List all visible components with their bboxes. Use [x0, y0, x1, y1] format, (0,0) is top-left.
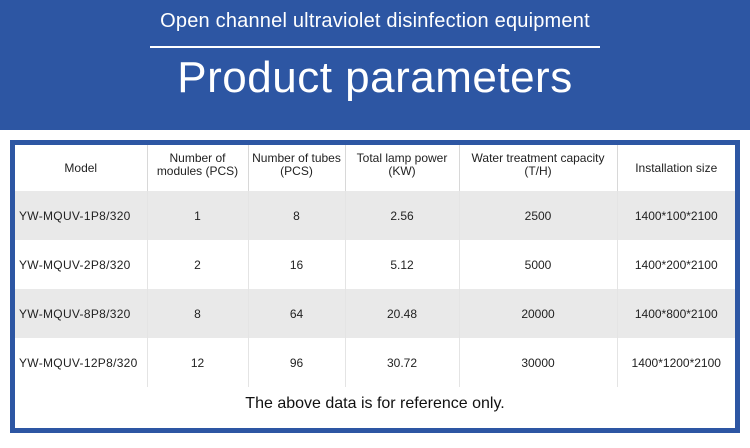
cell-capacity: 5000	[458, 240, 617, 289]
column-header-installation-size: Installation size	[616, 145, 735, 191]
cell-capacity: 20000	[458, 289, 617, 338]
cell-lamp-power: 20.48	[344, 289, 459, 338]
cell-installation-size: 1400*100*2100	[616, 191, 735, 240]
table-row: YW-MQUV-2P8/320 2 16 5.12 5000 1400*200*…	[15, 240, 735, 289]
cell-model: YW-MQUV-1P8/320	[15, 191, 147, 240]
cell-tubes: 64	[247, 289, 345, 338]
header-divider	[150, 46, 600, 48]
reference-note: The above data is for reference only.	[245, 395, 505, 412]
cell-model: YW-MQUV-2P8/320	[19, 257, 131, 272]
header-banner: Open channel ultraviolet disinfection eq…	[0, 0, 750, 130]
cell-tubes: 16	[247, 240, 345, 289]
cell-capacity: 30000	[458, 338, 617, 387]
parameters-panel: Model Number of modules (PCS) Number of …	[10, 140, 740, 433]
cell-tubes: 96	[247, 338, 345, 387]
cell-modules: 12	[146, 338, 248, 387]
table-row: YW-MQUV-12P8/320 12 96 30.72 30000 1400*…	[15, 338, 735, 387]
cell-lamp-power: 5.12	[344, 240, 459, 289]
table-row: YW-MQUV-8P8/320 8 64 20.48 20000 1400*80…	[15, 289, 735, 338]
cell-modules: 1	[146, 191, 248, 240]
cell-installation-size: 1400*200*2100	[616, 240, 735, 289]
table-row: YW-MQUV-1P8/320 1 8 2.56 2500 1400*100*2…	[15, 191, 735, 240]
table-header-row: Model Number of modules (PCS) Number of …	[15, 145, 735, 191]
cell-tubes: 8	[247, 191, 345, 240]
parameters-table: Model Number of modules (PCS) Number of …	[15, 145, 735, 387]
column-header-capacity: Water treatment capacity (T/H)	[458, 145, 617, 191]
column-header-model: Model	[64, 160, 98, 175]
cell-capacity: 2500	[458, 191, 617, 240]
page-title: Product parameters	[177, 53, 573, 102]
cell-modules: 8	[146, 289, 248, 338]
cell-model: YW-MQUV-12P8/320	[19, 355, 138, 370]
cell-modules: 2	[146, 240, 248, 289]
cell-installation-size: 1400*1200*2100	[616, 338, 735, 387]
column-header-modules: Number of modules (PCS)	[146, 145, 248, 191]
header-subtitle: Open channel ultraviolet disinfection eq…	[160, 10, 590, 32]
cell-lamp-power: 30.72	[344, 338, 459, 387]
column-header-lamp-power: Total lamp power (KW)	[344, 145, 459, 191]
cell-installation-size: 1400*800*2100	[616, 289, 735, 338]
cell-model: YW-MQUV-8P8/320	[15, 289, 147, 338]
cell-lamp-power: 2.56	[344, 191, 459, 240]
column-header-tubes: Number of tubes (PCS)	[247, 145, 345, 191]
